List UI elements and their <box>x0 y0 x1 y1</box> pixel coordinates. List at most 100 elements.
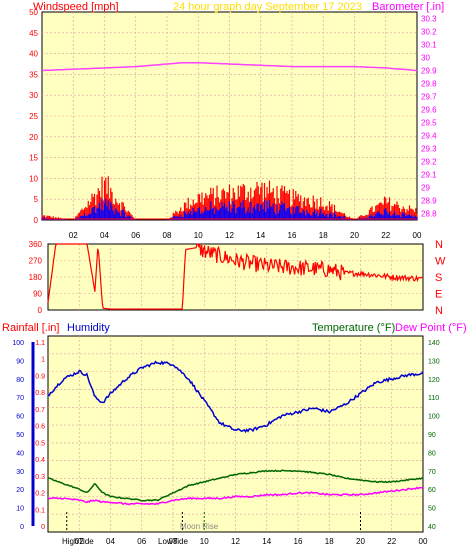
temperature-tick-label: 140 <box>428 340 440 347</box>
humidity-tick-label: 90 <box>16 358 24 365</box>
compass-label: E <box>435 289 442 301</box>
direction-tick-label: 360 <box>29 240 43 249</box>
climate-x-tick-label: 22 <box>387 537 396 546</box>
wind-tick-label: 25 <box>29 112 38 121</box>
temperature-tick-label: 100 <box>428 414 440 421</box>
wind-tick-label: 40 <box>29 50 38 59</box>
direction-tick-label: 90 <box>33 290 42 299</box>
wind-tick-label: 0 <box>34 216 39 225</box>
direction-tick-label: 270 <box>29 257 43 266</box>
barometer-tick-label: 28.8 <box>421 210 437 219</box>
temperature-tick-label: 60 <box>428 487 436 494</box>
wind-x-tick-label: 04 <box>100 231 109 240</box>
climate-x-tick-label: 14 <box>262 537 271 546</box>
barometer-tick-label: 29.9 <box>421 67 437 76</box>
barometer-tick-label: 30 <box>421 54 430 63</box>
barometer-tick-label: 30.3 <box>421 15 437 24</box>
direction-tick-label: 0 <box>38 306 43 315</box>
humidity-tick-label: 20 <box>16 487 24 494</box>
climate-x-tick-label: 06 <box>137 537 146 546</box>
barometer-line <box>41 61 418 72</box>
climate-x-tick-label: 10 <box>200 537 209 546</box>
temperature-tick-label: 110 <box>428 395 439 402</box>
climate-x-tick-label: 02 <box>75 537 84 546</box>
barometer-tick-label: 28.9 <box>421 197 437 206</box>
temperature-tick-label: 80 <box>428 450 436 457</box>
humidity-tick-label: 60 <box>16 414 24 421</box>
temperature-tick-label: 120 <box>428 377 440 384</box>
temperature-axis-title: Temperature (°F) <box>312 322 395 334</box>
rain-tick-label: 0.5 <box>35 440 45 447</box>
rain-tick-label: 0.3 <box>35 474 45 481</box>
wind-x-tick-label: 20 <box>350 231 359 240</box>
dew-point-line <box>47 486 424 506</box>
temperature-tick-label: 70 <box>428 469 436 476</box>
wind-axis-title: Windspeed [mph] <box>33 1 119 13</box>
temperature-tick-label: 90 <box>428 432 436 439</box>
rain-tick-label: 0.9 <box>35 373 45 380</box>
rainfall-axis-title: Rainfall [.in] <box>2 322 59 334</box>
wind-x-tick-label: 02 <box>69 231 78 240</box>
wind-tick-label: 20 <box>29 133 38 142</box>
climate-x-tick-label: 12 <box>231 537 240 546</box>
barometer-axis-title: Barometer [.in] <box>372 1 444 13</box>
humidity-tick-label: 70 <box>16 395 24 402</box>
barometer-tick-label: 29.4 <box>421 132 437 141</box>
climate-x-tick-label: 18 <box>325 537 334 546</box>
humidity-tick-label: 50 <box>16 432 24 439</box>
wind-tick-label: 5 <box>34 195 39 204</box>
compass-label: N <box>435 239 443 251</box>
direction-tick-label: 180 <box>29 273 43 282</box>
temperature-tick-label: 130 <box>428 358 440 365</box>
wind-x-tick-label: 00 <box>413 231 422 240</box>
barometer-tick-label: 29.6 <box>421 106 437 115</box>
wind-x-tick-label: 08 <box>163 231 172 240</box>
high-tide-label: HighTide <box>62 537 94 546</box>
wind-x-tick-label: 18 <box>319 231 328 240</box>
rain-tick-label: 0.7 <box>35 407 45 414</box>
wind-x-tick-label: 06 <box>131 231 140 240</box>
temperature-line <box>47 469 424 502</box>
wind-x-tick-label: 22 <box>381 231 390 240</box>
climate-x-tick-label: 08 <box>169 537 178 546</box>
temperature-tick-label: 50 <box>428 506 436 513</box>
humidity-axis-title: Humidity <box>67 322 110 334</box>
barometer-tick-label: 29.5 <box>421 119 437 128</box>
wind-x-tick-label: 10 <box>194 231 203 240</box>
humidity-tick-label: 10 <box>16 506 24 513</box>
climate-x-tick-label: 00 <box>419 537 428 546</box>
barometer-tick-label: 29.3 <box>421 145 437 154</box>
barometer-tick-label: 30.2 <box>421 28 437 37</box>
chart-title: 24 hour graph day September 17 2023 <box>173 1 362 13</box>
humidity-tick-label: 80 <box>16 377 24 384</box>
wind-tick-label: 50 <box>29 8 38 17</box>
barometer-tick-label: 29.1 <box>421 171 437 180</box>
wind-tick-label: 45 <box>29 29 38 38</box>
wind-x-tick-label: 14 <box>256 231 265 240</box>
wind-tick-label: 30 <box>29 91 38 100</box>
rain-tick-label: 0.8 <box>35 390 45 397</box>
humidity-line <box>47 360 424 434</box>
dew-point-axis-title: Dew Point (°F) <box>395 322 466 334</box>
wind-tick-label: 15 <box>29 154 38 163</box>
barometer-tick-label: 29.8 <box>421 80 437 89</box>
wind-x-tick-label: 12 <box>225 231 234 240</box>
climate-x-tick-label: 04 <box>106 537 115 546</box>
rain-tick-label: 0 <box>41 524 45 531</box>
wind-direction-line <box>47 243 424 310</box>
temperature-tick-label: 40 <box>428 524 436 531</box>
wind-tick-label: 35 <box>29 70 38 79</box>
rain-tick-label: 0.4 <box>35 457 45 464</box>
compass-label: S <box>435 272 442 284</box>
humidity-tick-label: 40 <box>16 450 24 457</box>
rain-tick-label: 1 <box>41 357 45 364</box>
compass-label: W <box>435 256 446 268</box>
moon-rise-label: Moon Rise <box>180 522 219 531</box>
humidity-tick-label: 0 <box>20 524 24 531</box>
barometer-tick-label: 29 <box>421 184 430 193</box>
rain-tick-label: 0.6 <box>35 424 45 431</box>
wind-tick-label: 10 <box>29 174 38 183</box>
barometer-tick-label: 29.2 <box>421 158 437 167</box>
